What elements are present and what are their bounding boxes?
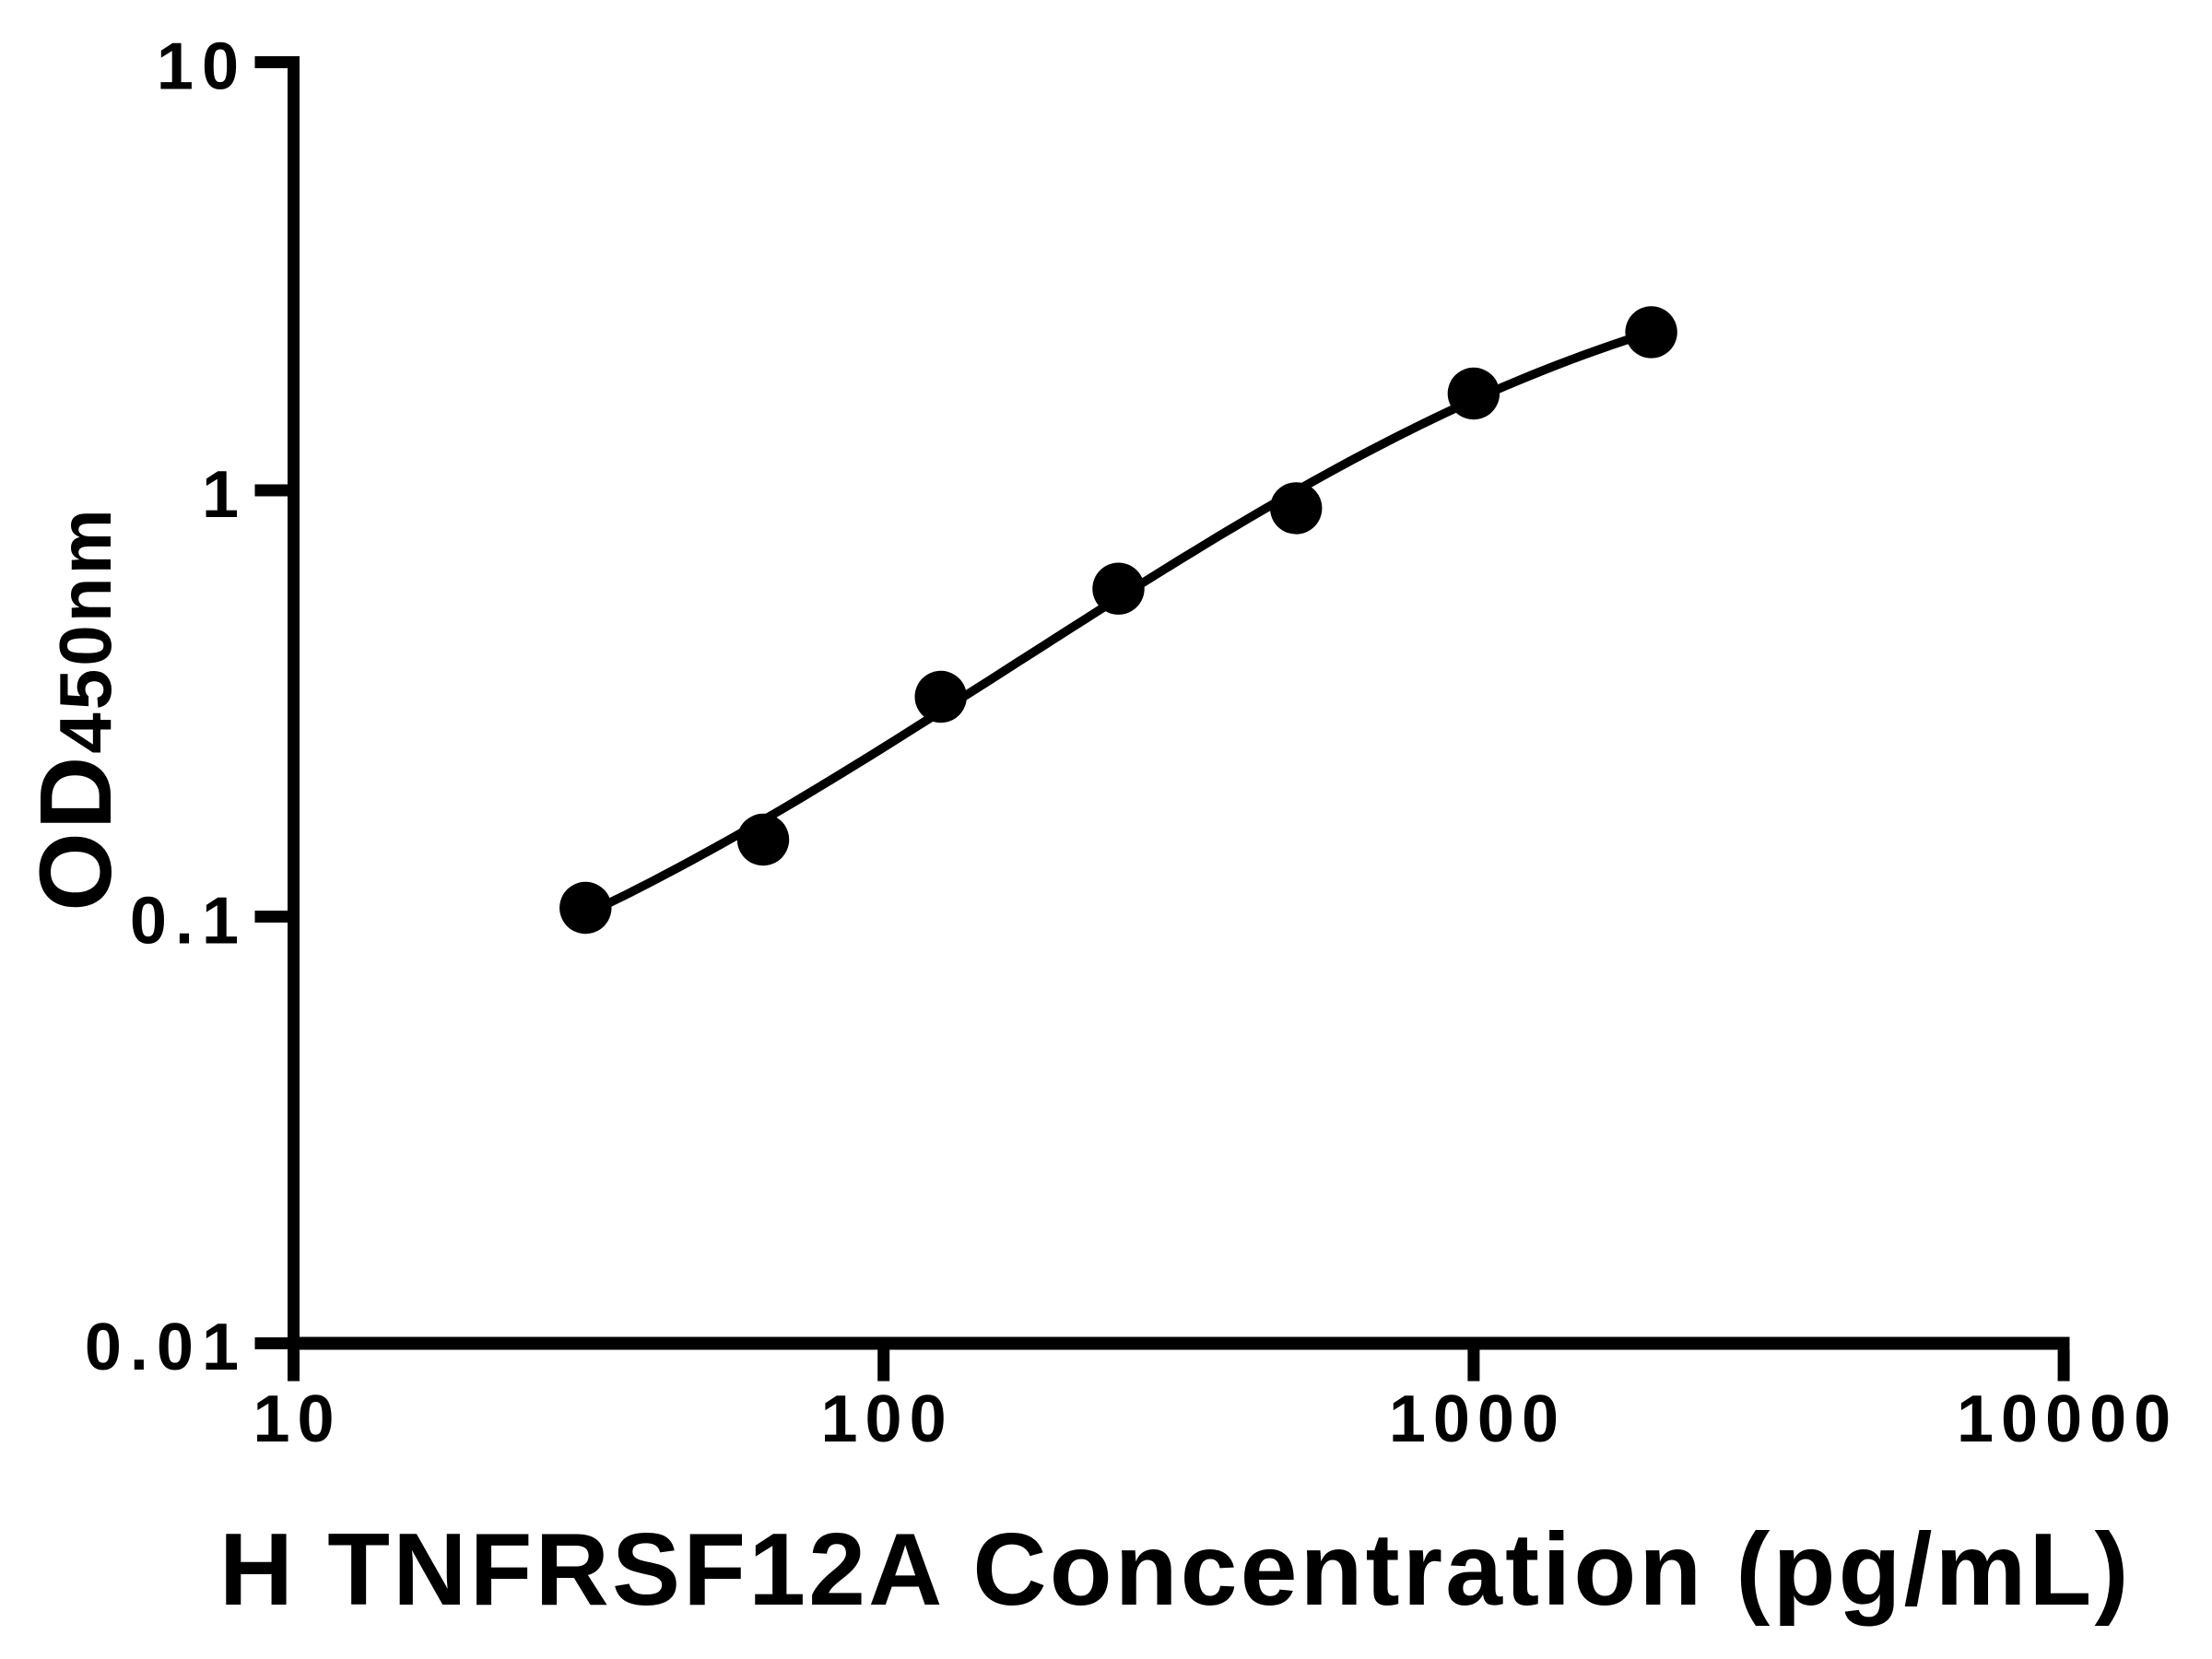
svg-text:10: 10 (157, 30, 247, 104)
svg-text:0.01: 0.01 (85, 1311, 247, 1384)
svg-text:H TNFRSF12A Concentration (pg/: H TNFRSF12A Concentration (pg/mL) (219, 1512, 2132, 1627)
svg-text:10: 10 (253, 1382, 341, 1456)
svg-text:OD450nm: OD450nm (19, 506, 133, 911)
svg-text:1: 1 (202, 458, 247, 532)
svg-text:1000: 1000 (1389, 1382, 1566, 1456)
svg-text:10000: 10000 (1957, 1382, 2178, 1456)
svg-text:0.1: 0.1 (130, 885, 247, 959)
svg-text:100: 100 (821, 1382, 954, 1456)
